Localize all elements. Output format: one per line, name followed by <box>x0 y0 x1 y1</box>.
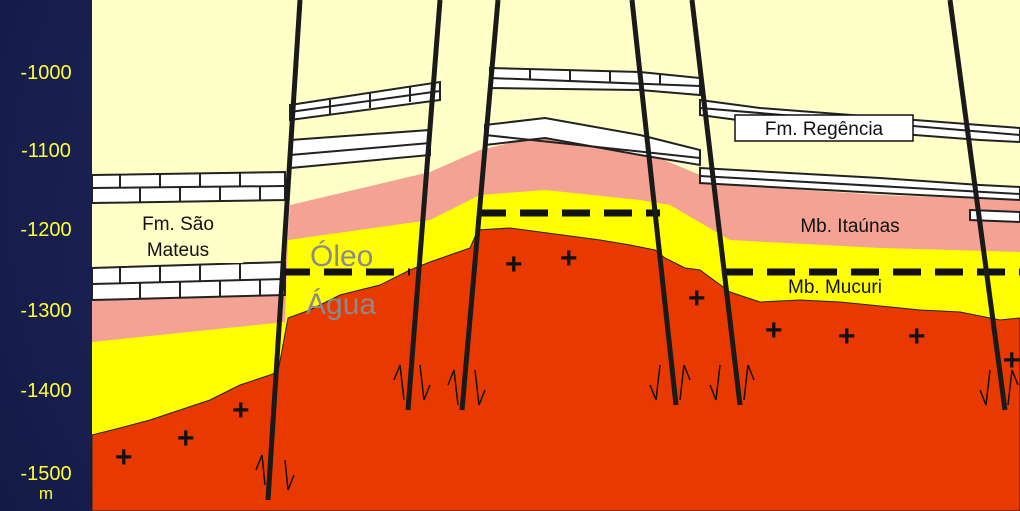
depth-label-1100: -1100 <box>21 140 71 162</box>
depth-label-1400: -1400 <box>20 380 72 402</box>
sao-mateus-label-box <box>113 207 243 263</box>
fault-movement-arrows <box>255 364 1019 491</box>
depth-label-1200: -1200 <box>20 219 72 241</box>
depth-unit-label: m <box>38 484 54 503</box>
mucuri-label: Mb. Mucuri <box>788 277 882 298</box>
depth-label-1300: -1300 <box>20 300 72 322</box>
itaunas-label: Mb. Itaúnas <box>800 216 899 237</box>
oil-label: Óleo <box>310 240 373 273</box>
fault-lines <box>265 0 1008 501</box>
sao-mateus-label-line1: Fm. São <box>142 214 214 235</box>
svg-text:+: + <box>115 441 133 474</box>
svg-text:+: + <box>232 394 250 427</box>
depth-label-1500: -1500 <box>20 463 72 485</box>
svg-text:+: + <box>1003 344 1020 377</box>
basement-symbols: + + + + + + + + + + <box>115 242 1020 474</box>
svg-text:+: + <box>505 248 523 281</box>
regencia-label: Fm. Regência <box>765 119 884 140</box>
depth-label-1000: -1000 <box>20 62 72 84</box>
regencia-label-box <box>734 114 914 142</box>
svg-text:+: + <box>560 242 578 275</box>
svg-text:+: + <box>765 314 783 347</box>
sao-mateus-label-line2: Mateus <box>147 240 209 261</box>
water-label: Água <box>306 288 376 321</box>
geologic-cross-section: + + + + + + + + + + Fm. Regência Fm. São… <box>92 0 1020 511</box>
svg-text:+: + <box>838 320 856 353</box>
oil-water-contacts <box>282 209 1020 276</box>
basement-layer <box>92 227 1020 511</box>
svg-text:+: + <box>688 282 706 315</box>
svg-text:+: + <box>908 320 926 353</box>
svg-text:+: + <box>177 422 195 455</box>
